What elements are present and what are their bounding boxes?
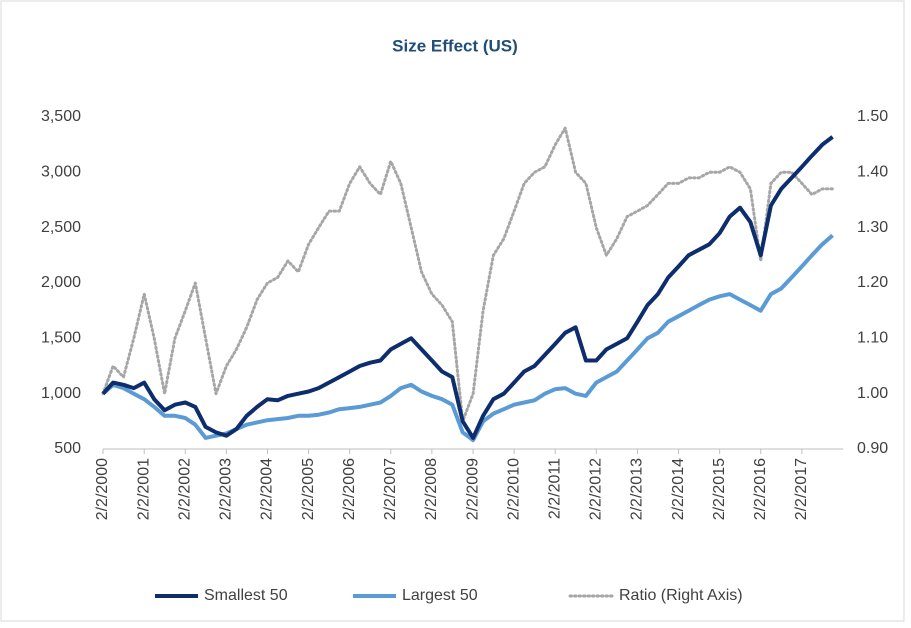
y-tick-label: 3,500 [41,108,81,125]
y-tick-label: 2,500 [41,219,81,236]
x-tick-label: 2/2/2009 [464,458,481,520]
chart-title: Size Effect (US) [392,36,518,55]
x-tick-label: 2/2/2004 [259,458,276,520]
y-tick-label: 1,000 [41,385,81,402]
x-tick-label: 2/2/2007 [382,458,399,520]
y2-tick-label: 1.40 [857,164,888,181]
x-tick-label: 2/2/2006 [341,458,358,520]
y2-tick-label: 1.20 [857,274,888,291]
y2-tick-label: 0.90 [857,440,888,457]
x-tick-label: 2/2/2015 [711,458,728,520]
series-line [101,126,835,423]
x-tick-label: 2/2/2017 [793,458,810,520]
x-tick-label: 2/2/2003 [218,458,235,520]
legend-label: Smallest 50 [204,587,288,604]
x-tick-label: 2/2/2016 [752,458,769,520]
y-tick-label: 500 [54,440,81,457]
y2-tick-label: 1.30 [857,219,888,236]
x-tick-label: 2/2/2001 [135,458,152,520]
y-tick-label: 2,000 [41,274,81,291]
x-tick-label: 2/2/2000 [94,458,111,520]
y2-tick-label: 1.10 [857,330,888,347]
x-tick-label: 2/2/2014 [670,458,687,520]
legend-label: Ratio (Right Axis) [619,587,743,604]
series-line [101,135,834,440]
y-tick-label: 1,500 [41,330,81,347]
x-tick-label: 2/2/2005 [300,458,317,520]
x-tick-label: 2/2/2013 [629,458,646,520]
y2-tick-label: 1.00 [857,385,888,402]
x-tick-label: 2/2/2011 [546,458,563,519]
x-tick-label: 2/2/2010 [505,458,522,520]
y-tick-label: 3,000 [41,164,81,181]
legend-label: Largest 50 [402,587,478,604]
x-tick-label: 2/2/2002 [176,458,193,520]
x-tick-label: 2/2/2012 [588,458,605,520]
y2-tick-label: 1.50 [857,108,888,125]
x-tick-label: 2/2/2008 [423,458,440,520]
